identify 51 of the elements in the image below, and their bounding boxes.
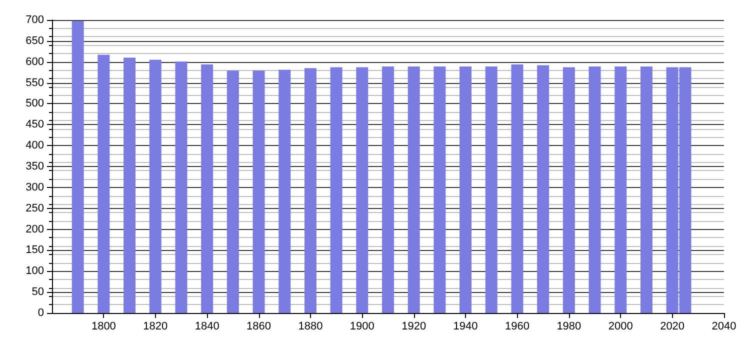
y-tick-label: 600: [26, 56, 44, 68]
x-tick-label: 1860: [246, 320, 272, 332]
bar: [434, 66, 446, 313]
x-tick-label: 1840: [194, 320, 220, 332]
bar: [511, 64, 524, 313]
y-tick-label: 450: [26, 118, 44, 131]
y-tick-label: 300: [26, 181, 44, 194]
bar: [640, 66, 652, 313]
y-tick-label: 150: [26, 244, 44, 256]
bar: [408, 66, 420, 313]
x-tick-label: 1820: [143, 320, 168, 332]
bar: [614, 66, 627, 313]
y-tick-label: 250: [26, 202, 44, 214]
bar: [356, 67, 368, 313]
bar: [124, 58, 136, 313]
x-tick-label: 2040: [712, 320, 736, 332]
bar: [149, 60, 162, 313]
bar: [382, 66, 394, 313]
y-tick-label: 650: [26, 34, 44, 47]
x-tick-label: 1880: [298, 320, 323, 332]
y-tick-label: 550: [26, 76, 44, 89]
x-tick-label: 1980: [556, 320, 582, 332]
y-tick-label: 500: [26, 98, 44, 110]
y-tick-label: 50: [32, 286, 44, 298]
y-tick-label: 200: [26, 223, 44, 236]
y-tick-label: 100: [26, 265, 44, 278]
bar: [175, 61, 188, 313]
x-tick-label: 1920: [402, 320, 426, 332]
y-tick-label: 400: [26, 140, 44, 152]
bar: [588, 66, 601, 313]
bar: [330, 67, 342, 313]
y-tick-label: 350: [26, 160, 44, 172]
bar: [537, 65, 550, 313]
x-tick-label: 2020: [660, 320, 685, 332]
bar: [304, 68, 316, 313]
bar: [226, 70, 239, 313]
x-tick-label: 1900: [350, 320, 374, 332]
bar: [460, 66, 472, 313]
bar: [562, 67, 575, 313]
bar: [278, 70, 291, 313]
y-tick-label: 0: [38, 307, 44, 319]
x-tick-label: 1960: [504, 320, 530, 332]
bar: [485, 66, 498, 313]
x-tick-label: 2000: [608, 320, 633, 332]
x-tick-label: 1940: [453, 320, 478, 332]
bar: [252, 70, 265, 313]
x-tick-label: 1800: [91, 320, 116, 332]
y-tick-label: 700: [26, 14, 44, 26]
bar: [201, 64, 214, 313]
bar: [98, 54, 110, 313]
bar: [72, 20, 84, 313]
